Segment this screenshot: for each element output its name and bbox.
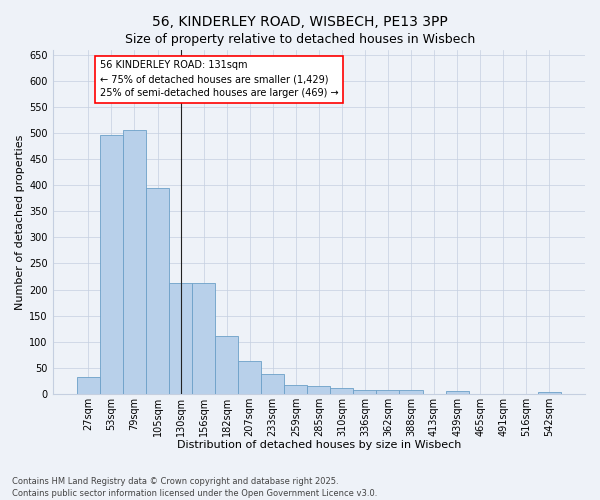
Bar (353, 390, 376, 394)
Bar (376, 390, 400, 394)
Bar (284, 386, 307, 394)
Bar (146, 188, 169, 394)
Text: Size of property relative to detached houses in Wisbech: Size of property relative to detached ho… (125, 32, 475, 46)
Text: 56 KINDERLEY ROAD: 131sqm
← 75% of detached houses are smaller (1,429)
25% of se: 56 KINDERLEY ROAD: 131sqm ← 75% of detac… (100, 60, 338, 98)
Bar (331, 388, 353, 394)
Bar (169, 284, 192, 394)
Bar (400, 390, 422, 394)
Bar (192, 284, 215, 394)
Bar (77, 377, 100, 394)
Text: Contains HM Land Registry data © Crown copyright and database right 2025.
Contai: Contains HM Land Registry data © Crown c… (12, 476, 377, 498)
Bar (538, 392, 561, 394)
Bar (123, 130, 146, 394)
Bar (261, 374, 284, 394)
Bar (100, 135, 123, 394)
Y-axis label: Number of detached properties: Number of detached properties (15, 134, 25, 310)
Text: 56, KINDERLEY ROAD, WISBECH, PE13 3PP: 56, KINDERLEY ROAD, WISBECH, PE13 3PP (152, 15, 448, 29)
X-axis label: Distribution of detached houses by size in Wisbech: Distribution of detached houses by size … (176, 440, 461, 450)
Bar (238, 361, 261, 394)
Bar (307, 386, 331, 394)
Bar (446, 391, 469, 394)
Bar (215, 336, 238, 394)
